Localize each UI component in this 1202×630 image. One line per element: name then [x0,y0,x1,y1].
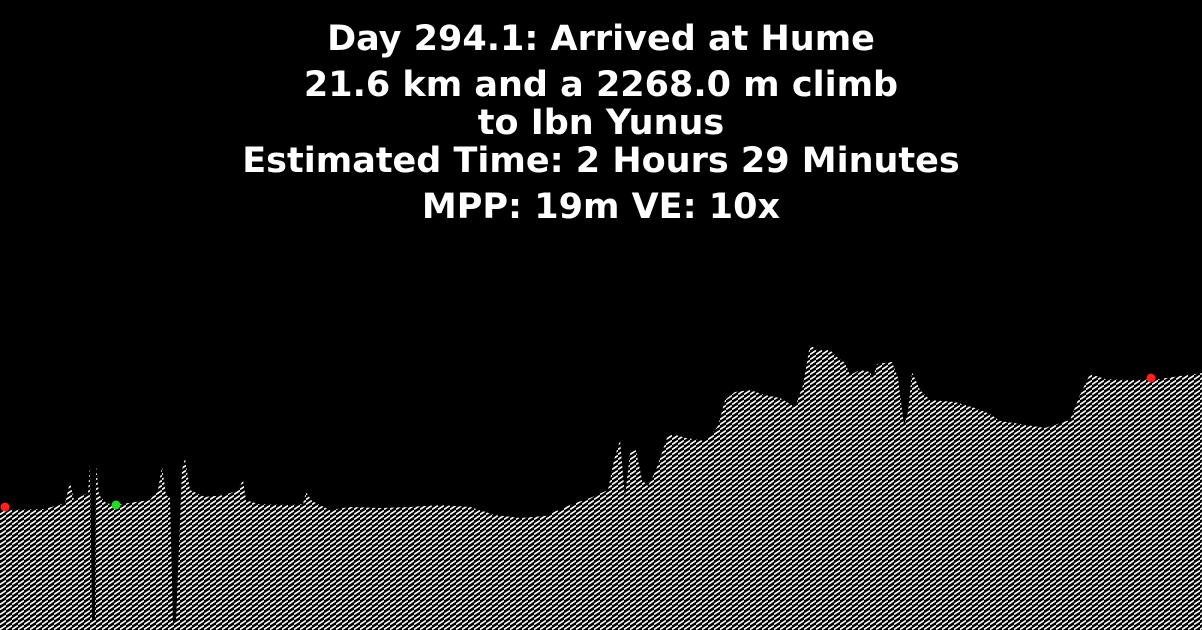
destination-text: to Ibn Yunus [477,103,725,143]
scale-info-text: MPP: 19m VE: 10x [421,187,781,227]
arrival-title: Day 294.1: Arrived at Hume [327,19,875,59]
current-position-marker [111,500,121,510]
distance-climb-text: 21.6 km and a 2268.0 m climb [303,65,899,105]
terrain-silhouette [0,345,1202,630]
start-marker [0,502,10,512]
title-block: Day 294.1: Arrived at Hume 21.6 km and a… [0,22,1202,225]
end-marker [1146,373,1156,383]
estimated-time-text: Estimated Time: 2 Hours 29 Minutes [242,141,960,181]
